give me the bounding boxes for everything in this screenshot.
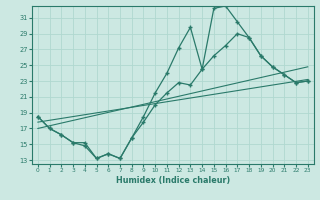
X-axis label: Humidex (Indice chaleur): Humidex (Indice chaleur) — [116, 176, 230, 185]
